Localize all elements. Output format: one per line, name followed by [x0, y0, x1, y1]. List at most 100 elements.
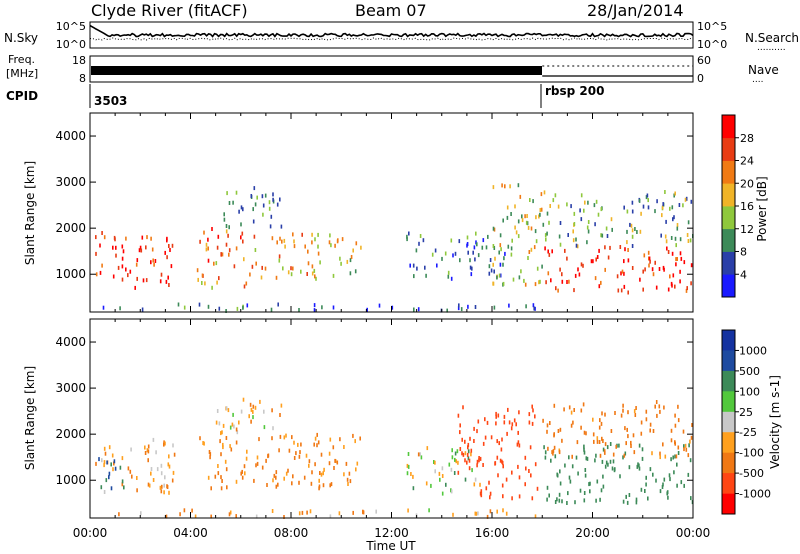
power-point — [311, 271, 314, 276]
velocity-point — [345, 461, 348, 466]
velocity-point — [412, 486, 415, 491]
velocity-point — [476, 429, 478, 434]
power-point — [412, 263, 415, 268]
power-point — [601, 233, 604, 238]
power-point — [319, 260, 321, 265]
velocity-point — [486, 420, 489, 425]
velocity-point — [280, 403, 283, 408]
velocity-point — [508, 420, 511, 425]
power-point — [575, 243, 578, 248]
velocity-point — [479, 491, 482, 496]
velocity-point — [561, 499, 563, 504]
velocity-point — [511, 422, 514, 427]
velocity-point — [420, 455, 423, 460]
power-point — [452, 253, 454, 258]
power-point — [292, 232, 294, 237]
power-point — [619, 245, 622, 249]
power-point — [559, 267, 561, 272]
velocity-point — [464, 451, 467, 456]
velocity-point — [252, 415, 254, 420]
velocity-point — [628, 493, 631, 497]
power-point — [307, 261, 310, 266]
velocity-point — [433, 460, 435, 464]
velocity-point — [343, 445, 345, 449]
velocity-point — [283, 435, 286, 440]
power-point — [112, 274, 115, 279]
x-axis-title: Time UT — [365, 539, 416, 553]
power-point — [525, 304, 527, 309]
power-point — [496, 275, 498, 280]
velocity-point — [406, 463, 409, 468]
velocity-point — [569, 479, 572, 484]
power-point — [271, 236, 274, 241]
power-point — [593, 203, 596, 208]
velocity-point — [451, 455, 454, 460]
velocity-point — [457, 413, 460, 418]
velocity-colorbar-swatch — [722, 391, 735, 413]
velocity-point — [609, 459, 612, 464]
velocity-point — [316, 443, 318, 448]
power-point — [595, 199, 598, 204]
velocity-point — [502, 508, 504, 513]
velocity-colorbar-swatch — [722, 432, 735, 453]
velocity-point — [173, 452, 176, 457]
velocity-point — [334, 458, 336, 463]
power-point — [660, 233, 662, 238]
velocity-point — [152, 478, 155, 482]
velocity-point — [647, 496, 649, 501]
velocity-point — [105, 478, 108, 483]
velocity-ylabel: Slant Range [km] — [23, 366, 37, 470]
power-point — [502, 262, 504, 267]
velocity-ytick-label: 3000 — [55, 381, 86, 395]
power-point — [207, 304, 210, 309]
velocity-point — [207, 475, 210, 480]
velocity-point — [287, 468, 289, 473]
velocity-point — [674, 423, 677, 428]
velocity-point — [249, 402, 252, 407]
velocity-point — [466, 452, 469, 457]
power-point — [332, 305, 335, 310]
power-point — [547, 249, 549, 254]
power-point — [472, 250, 474, 255]
power-point — [122, 249, 125, 254]
velocity-point — [583, 491, 586, 495]
power-ytick-label: 1000 — [55, 267, 86, 281]
velocity-point — [168, 490, 170, 495]
velocity-point — [150, 467, 153, 471]
power-point — [647, 205, 650, 210]
velocity-point — [553, 432, 555, 437]
velocity-point — [464, 439, 466, 444]
power-point — [251, 264, 254, 269]
velocity-point — [501, 460, 504, 465]
power-point — [534, 306, 536, 311]
power-point — [572, 229, 574, 234]
power-point — [119, 306, 121, 311]
velocity-point — [455, 459, 457, 464]
power-point — [507, 244, 510, 249]
velocity-point — [468, 466, 471, 471]
velocity-point — [668, 473, 671, 478]
velocity-point — [313, 442, 315, 447]
power-point — [213, 261, 215, 266]
power-point — [250, 194, 253, 198]
velocity-point — [564, 463, 566, 468]
velocity-point — [291, 435, 293, 440]
power-point — [262, 203, 265, 208]
velocity-point — [552, 449, 555, 454]
velocity-point — [546, 485, 549, 490]
x-tick-label: 16:00 — [475, 526, 510, 540]
power-panel: 1000 2000 3000 4000 Slant Range [km] 4 8 12 16… — [23, 112, 769, 313]
velocity-point — [638, 463, 640, 468]
power-point — [95, 235, 97, 240]
velocity-point — [627, 434, 629, 439]
power-point — [125, 267, 127, 272]
velocity-point — [148, 483, 151, 488]
power-point — [583, 208, 585, 213]
power-point — [287, 270, 290, 275]
velocity-point — [222, 423, 225, 428]
velocity-point — [662, 482, 664, 487]
velocity-point — [566, 501, 568, 505]
power-point — [490, 268, 493, 273]
power-point — [233, 264, 236, 269]
velocity-point — [255, 463, 257, 468]
